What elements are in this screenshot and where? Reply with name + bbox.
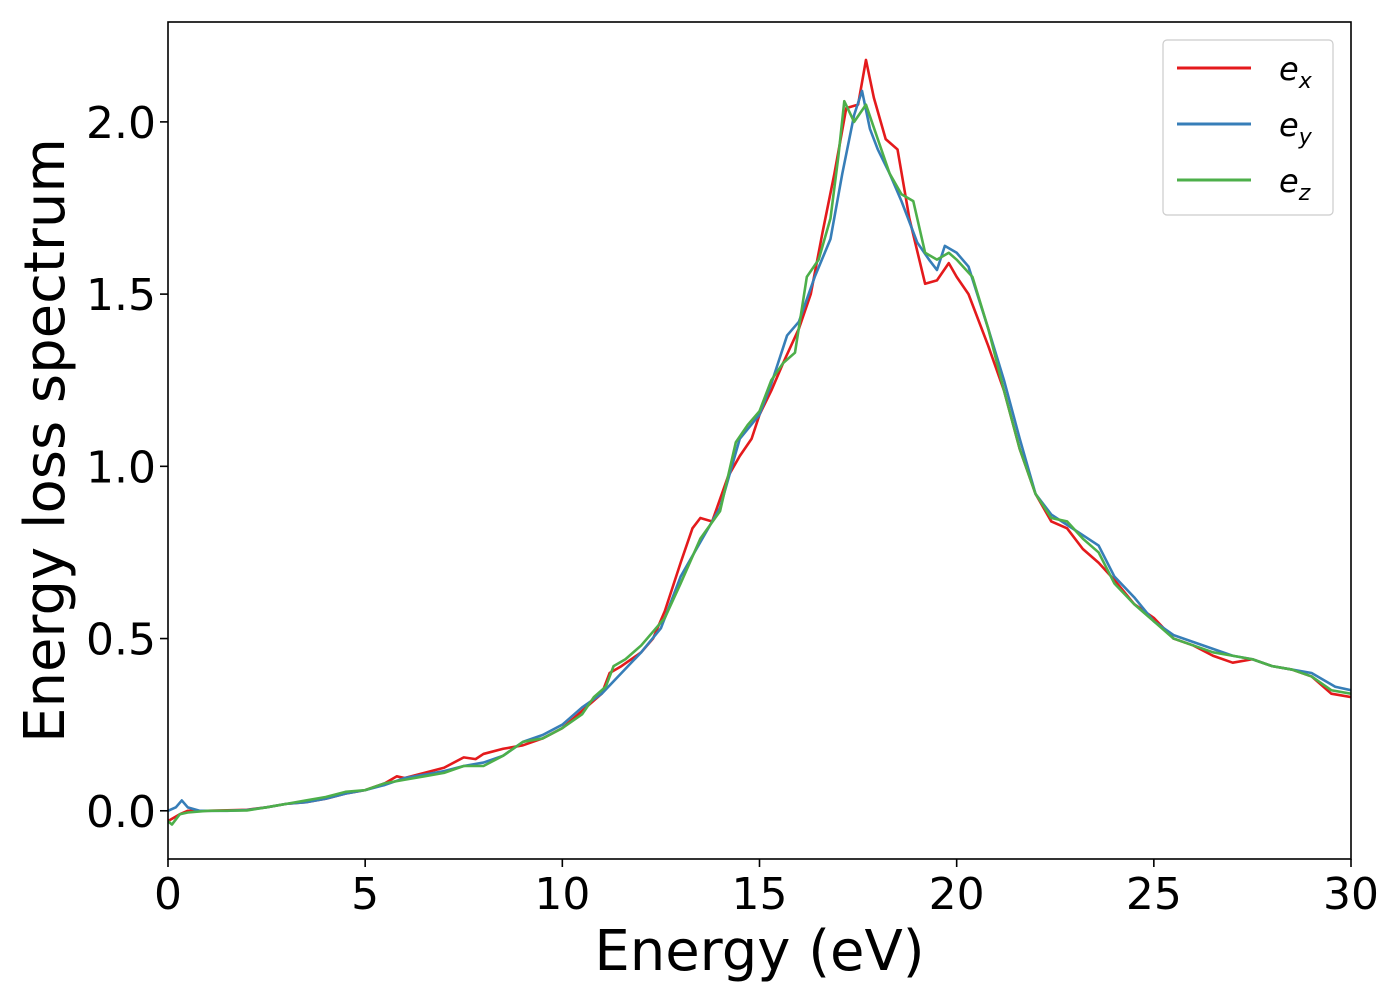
y-tick-label: 0.5 — [86, 615, 156, 666]
x-tick-label: 5 — [351, 869, 379, 920]
x-axis-title: Energy (eV) — [594, 919, 924, 984]
legend: ex ey ez — [1162, 39, 1334, 216]
x-tick-label: 30 — [1323, 869, 1379, 920]
legend-label-x: ex — [1279, 50, 1313, 94]
legend-label-y: ey — [1279, 106, 1313, 150]
y-tick-label: 1.5 — [86, 270, 156, 321]
x-tick-label: 15 — [732, 869, 788, 920]
legend-label-z: ez — [1279, 162, 1311, 206]
x-tick-label: 10 — [534, 869, 590, 920]
y-tick-label: 2.0 — [86, 98, 156, 149]
series-line-x — [168, 58, 1351, 823]
y-axis-title: Energy loss spectrum — [13, 138, 78, 743]
y-axis-ticks: 0.0 0.5 1.0 1.5 2.0 — [86, 98, 168, 838]
legend-box — [1162, 39, 1334, 216]
y-tick-label: 0.0 — [86, 787, 156, 838]
x-tick-label: 25 — [1126, 869, 1182, 920]
y-tick-label: 1.0 — [86, 442, 156, 493]
x-tick-label: 20 — [929, 869, 985, 920]
series-line-z — [168, 99, 1351, 826]
series-layer — [168, 58, 1351, 826]
x-axis-ticks: 0 5 10 15 20 25 30 — [154, 859, 1379, 920]
x-tick-label: 0 — [154, 869, 182, 920]
